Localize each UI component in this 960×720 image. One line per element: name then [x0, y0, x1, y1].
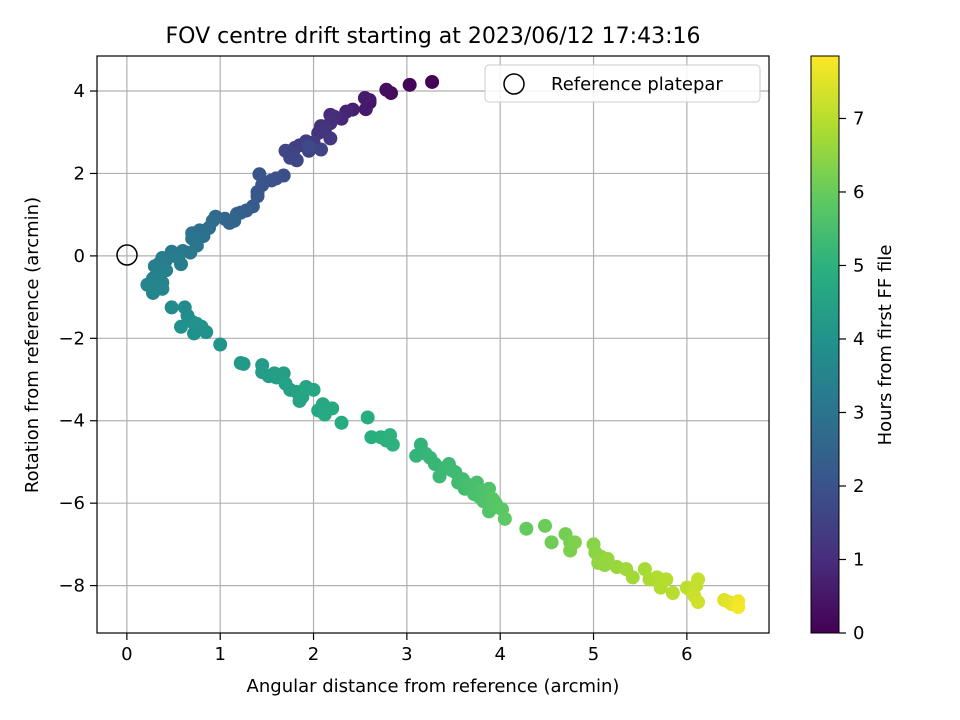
data-point [164, 300, 179, 315]
legend-label-reference: Reference platepar [551, 74, 723, 95]
data-points [140, 74, 746, 615]
data-point [538, 518, 552, 533]
colorbar-tick-label: 6 [853, 182, 864, 203]
data-point [402, 77, 417, 92]
data-point [289, 153, 304, 168]
data-point [544, 535, 559, 550]
data-point [189, 316, 204, 331]
colorbar-tick-label: 7 [853, 108, 864, 129]
data-point [314, 142, 328, 157]
data-point [691, 595, 706, 610]
x-tick-label: 0 [121, 644, 132, 665]
data-point [252, 167, 267, 182]
data-point [213, 337, 228, 352]
x-tick-label: 4 [494, 644, 505, 665]
colorbar-tick-label: 2 [853, 476, 864, 497]
colorbar-gradient [810, 55, 840, 634]
x-tick-label: 1 [214, 644, 225, 665]
legend: Reference platepar [484, 64, 761, 103]
data-point [625, 570, 640, 585]
data-point [379, 82, 394, 97]
colorbar-tick-label: 5 [853, 255, 864, 276]
colorbar-tick-label: 1 [853, 549, 864, 570]
y-tick-label: −4 [58, 411, 85, 432]
grid [97, 56, 769, 633]
data-point [659, 572, 674, 587]
data-point [146, 285, 160, 300]
legend-marker-reference [503, 73, 525, 95]
data-point [306, 382, 321, 397]
y-tick-label: −2 [58, 328, 85, 349]
data-point [323, 131, 338, 146]
data-point [665, 586, 680, 601]
data-point [432, 469, 447, 484]
data-point [334, 415, 349, 430]
data-point [385, 437, 400, 452]
data-point [174, 257, 188, 272]
y-axis: −8 −6 −4 −2 0 2 4 [58, 81, 97, 597]
legend-box [484, 64, 761, 103]
data-point [236, 356, 251, 371]
data-point [519, 521, 534, 536]
x-axis: 0 1 2 3 4 5 6 [121, 633, 693, 665]
chart-title: FOV centre drift starting at 2023/06/12 … [166, 24, 701, 49]
reference-marker [116, 244, 138, 266]
x-tick-label: 5 [588, 644, 599, 665]
y-tick-label: 4 [74, 81, 85, 102]
y-axis-label: Rotation from reference (arcmin) [22, 197, 43, 493]
data-point [567, 535, 582, 550]
y-tick-label: 2 [74, 163, 85, 184]
x-tick-label: 2 [308, 644, 319, 665]
data-point [497, 511, 512, 526]
colorbar-label: Hours from first FF file [875, 245, 896, 446]
y-tick-label: 0 [74, 246, 85, 267]
x-axis-label: Angular distance from reference (arcmin) [247, 676, 620, 697]
colorbar-tick-label: 3 [853, 402, 864, 423]
data-point [691, 572, 706, 587]
colorbar: 0 1 2 3 4 5 6 7 Hours from first FF file [810, 55, 896, 644]
data-point [301, 139, 316, 154]
colorbar-tick-label: 4 [853, 329, 864, 350]
data-point [325, 401, 340, 416]
plot-frame [96, 55, 770, 634]
data-point [357, 91, 372, 106]
data-point [600, 551, 615, 566]
data-point [174, 319, 188, 334]
colorbar-ticks: 0 1 2 3 4 5 6 7 [839, 108, 864, 644]
x-tick-label: 6 [681, 644, 692, 665]
data-point [360, 410, 375, 425]
y-tick-label: −6 [58, 493, 85, 514]
data-point [425, 74, 440, 89]
y-tick-label: −8 [58, 576, 85, 597]
data-point [731, 600, 746, 615]
colorbar-tick-label: 0 [853, 623, 864, 644]
x-tick-label: 3 [401, 644, 412, 665]
